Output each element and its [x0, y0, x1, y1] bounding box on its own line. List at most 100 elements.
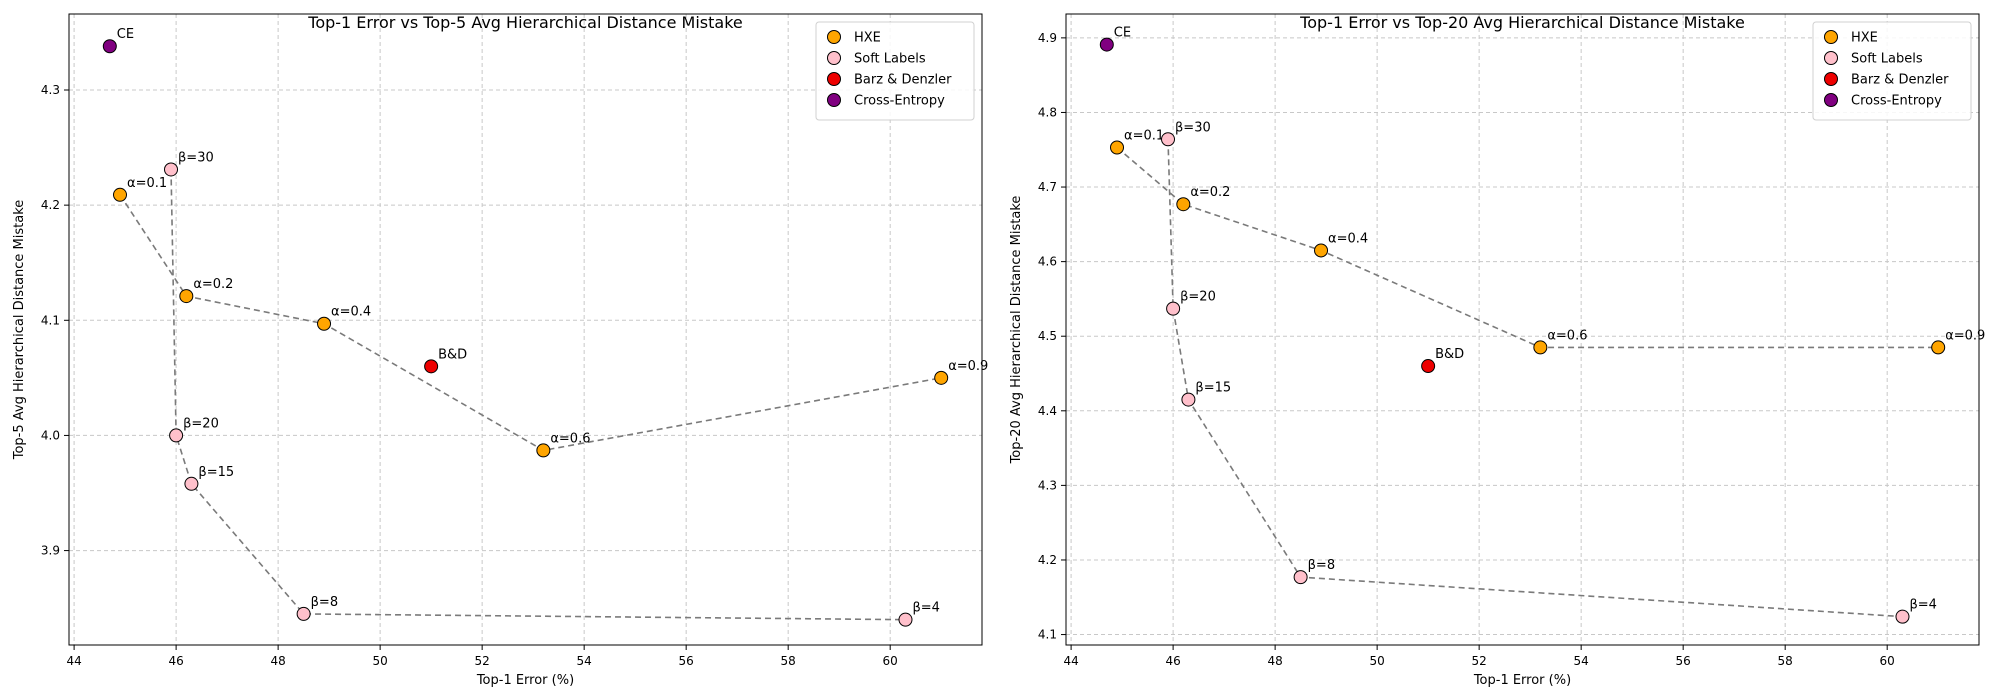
axes-frame	[1065, 13, 1980, 646]
series-line-2	[1167, 139, 1903, 618]
x-axis-label: Top-1 Error (%)	[1473, 673, 1571, 688]
data-point	[102, 39, 117, 54]
x-tick-label: 56	[1676, 654, 1691, 668]
legend-marker	[827, 93, 841, 107]
data-point	[1533, 340, 1548, 355]
x-tick-label: 44	[66, 654, 81, 668]
y-tick-label: 4.2	[41, 198, 60, 212]
y-tick-label: 4.3	[1038, 478, 1057, 492]
legend-box	[1812, 21, 1972, 121]
x-tick-label: 46	[168, 654, 183, 668]
y-tick-label: 4.7	[1038, 180, 1057, 194]
data-point	[1421, 359, 1436, 374]
data-point	[934, 370, 949, 385]
legend-label: Cross-Entropy	[1851, 94, 1942, 109]
point-label: β=4	[912, 601, 939, 616]
data-point	[424, 359, 439, 374]
series-line-2	[170, 169, 906, 621]
point-label: α=0.1	[1124, 129, 1164, 144]
y-tick-label: 4.0	[41, 428, 60, 442]
point-label: β=20	[1180, 290, 1216, 305]
data-point	[1099, 37, 1114, 52]
point-label: α=0.6	[550, 431, 590, 446]
data-point	[164, 162, 179, 177]
point-label: α=0.2	[1190, 185, 1230, 200]
point-label: β=4	[1909, 598, 1936, 613]
x-tick-label: 60	[1880, 654, 1895, 668]
point-label: α=0.9	[1945, 328, 1985, 343]
data-point	[1181, 392, 1196, 407]
x-tick-label: 56	[679, 654, 694, 668]
data-point	[1931, 340, 1946, 355]
y-tick-label: 4.6	[1038, 255, 1057, 269]
y-tick-label: 4.4	[1038, 404, 1057, 418]
x-tick-label: 48	[1267, 654, 1282, 668]
legend: HXE Soft Labels Barz & Denzler Cross-Entrop…	[1812, 21, 1972, 121]
chart-panel-1: 44 46 48 50 52 54 56 58 60 3.9 4.0 4.1 4.2 4.3 Top-1 E…	[12, 13, 988, 688]
axes-frame	[68, 13, 983, 646]
x-tick-label: 50	[1369, 654, 1384, 668]
y-axis-label: Top-5 Avg Hierarchical Distance Mistake	[12, 200, 27, 461]
x-tick-label: 60	[883, 654, 898, 668]
point-label: β=8	[1308, 558, 1335, 573]
x-axis-label: Top-1 Error (%)	[476, 673, 574, 688]
data-point	[296, 606, 311, 621]
legend-marker	[1824, 93, 1838, 107]
point-label: α=0.6	[1547, 328, 1587, 343]
point-label: β=8	[311, 595, 338, 610]
point-label: CE	[117, 27, 134, 42]
point-label: β=30	[178, 150, 214, 165]
chart-title: Top-1 Error vs Top-5 Avg Hierarchical Di…	[307, 13, 742, 32]
legend-marker	[827, 72, 841, 86]
point-label: β=20	[183, 416, 219, 431]
point-label: CE	[1114, 26, 1131, 41]
legend-label: Barz & Denzler	[1851, 73, 1949, 88]
data-point	[1166, 301, 1181, 316]
legend-label: HXE	[1851, 31, 1878, 46]
point-label: β=15	[198, 465, 234, 480]
x-tick-label: 44	[1063, 654, 1078, 668]
x-tick-label: 52	[1472, 654, 1487, 668]
point-label: α=0.1	[127, 176, 167, 191]
series-line-1	[119, 194, 942, 452]
x-tick-label: 54	[577, 654, 592, 668]
data-point	[1314, 243, 1329, 258]
legend-marker	[1824, 72, 1838, 86]
legend-marker	[827, 51, 841, 65]
x-tick-label: 58	[781, 654, 796, 668]
point-label: B&D	[438, 347, 467, 362]
x-tick-label: 54	[1574, 654, 1589, 668]
y-tick-label: 4.9	[1038, 31, 1057, 45]
data-point	[317, 316, 332, 331]
x-tick-label: 50	[372, 654, 387, 668]
legend-label: HXE	[854, 31, 881, 46]
data-point	[184, 476, 199, 491]
point-label: α=0.4	[1328, 231, 1368, 246]
point-label: α=0.2	[193, 277, 233, 292]
legend-label: Cross-Entropy	[854, 94, 945, 109]
data-point	[898, 612, 913, 627]
legend-label: Soft Labels	[854, 52, 926, 67]
x-tick-label: 48	[270, 654, 285, 668]
legend: HXE Soft Labels Barz & Denzler Cross-Entrop…	[815, 21, 975, 121]
x-tick-label: 58	[1778, 654, 1793, 668]
point-label: β=15	[1195, 381, 1231, 396]
data-point	[179, 289, 194, 304]
legend-marker	[827, 30, 841, 44]
data-point	[113, 187, 128, 202]
y-tick-label: 4.8	[1038, 105, 1057, 119]
y-tick-label: 4.1	[1038, 628, 1057, 642]
point-label: B&D	[1435, 347, 1464, 362]
y-tick-label: 4.3	[41, 83, 60, 97]
legend-box	[815, 21, 975, 121]
series-line-1	[1116, 146, 1939, 349]
chart-panel-2: 44 46 48 50 52 54 56 58 60 4.1 4.2 4.3 4.4 4.5 4.6 4.7 4…	[1009, 13, 1985, 688]
data-point	[1895, 609, 1910, 624]
data-point	[1176, 197, 1191, 212]
y-tick-label: 4.2	[1038, 553, 1057, 567]
legend-marker	[1824, 51, 1838, 65]
legend-marker	[1824, 30, 1838, 44]
data-point	[536, 443, 551, 458]
data-point	[1161, 132, 1176, 147]
